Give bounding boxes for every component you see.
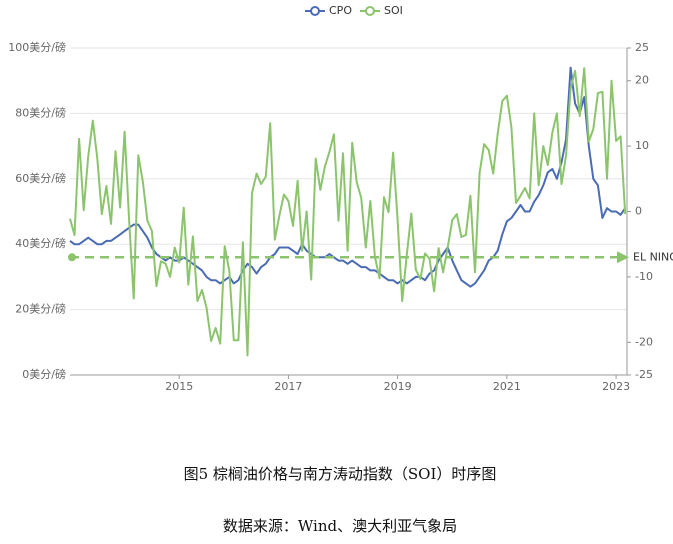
y-tick-label: 20美分/磅 (15, 302, 66, 316)
x-tick-label: 2023 (602, 380, 630, 393)
series-line (69, 67, 627, 357)
legend-label: SOI (384, 4, 403, 17)
y2-tick-label: 0 (635, 205, 642, 218)
legend-label: CPO (329, 4, 352, 17)
y2-tick-label: 10 (635, 139, 649, 152)
caption: 图5 棕榈油价格与南方涛动指数（SOI）时序图 (184, 465, 497, 483)
legend-marker (310, 6, 320, 16)
y-tick-label: 40美分/磅 (15, 236, 66, 250)
y2-tick-label: 20 (635, 74, 649, 87)
reference-arrow (617, 251, 629, 264)
x-tick-label: 2021 (493, 380, 521, 393)
y2-tick-label: -20 (635, 335, 653, 348)
y-tick-label: 60美分/磅 (15, 171, 66, 185)
x-tick-label: 2019 (384, 380, 412, 393)
x-tick-label: 2015 (165, 380, 193, 393)
reference-start (68, 253, 76, 262)
reference-label: EL NINO (633, 250, 673, 263)
source: 数据来源：Wind、澳大利亚气象局 (223, 517, 457, 535)
legend-marker (365, 6, 375, 16)
y2-tick-label: -10 (635, 270, 653, 283)
y2-tick-label: 25 (635, 41, 649, 54)
y2-tick-label: -25 (635, 368, 653, 381)
x-tick-label: 2017 (274, 380, 302, 393)
y-tick-label: 100美分/磅 (8, 40, 66, 54)
y-tick-label: 80美分/磅 (15, 105, 66, 119)
y-tick-label: 0美分/磅 (22, 367, 66, 381)
